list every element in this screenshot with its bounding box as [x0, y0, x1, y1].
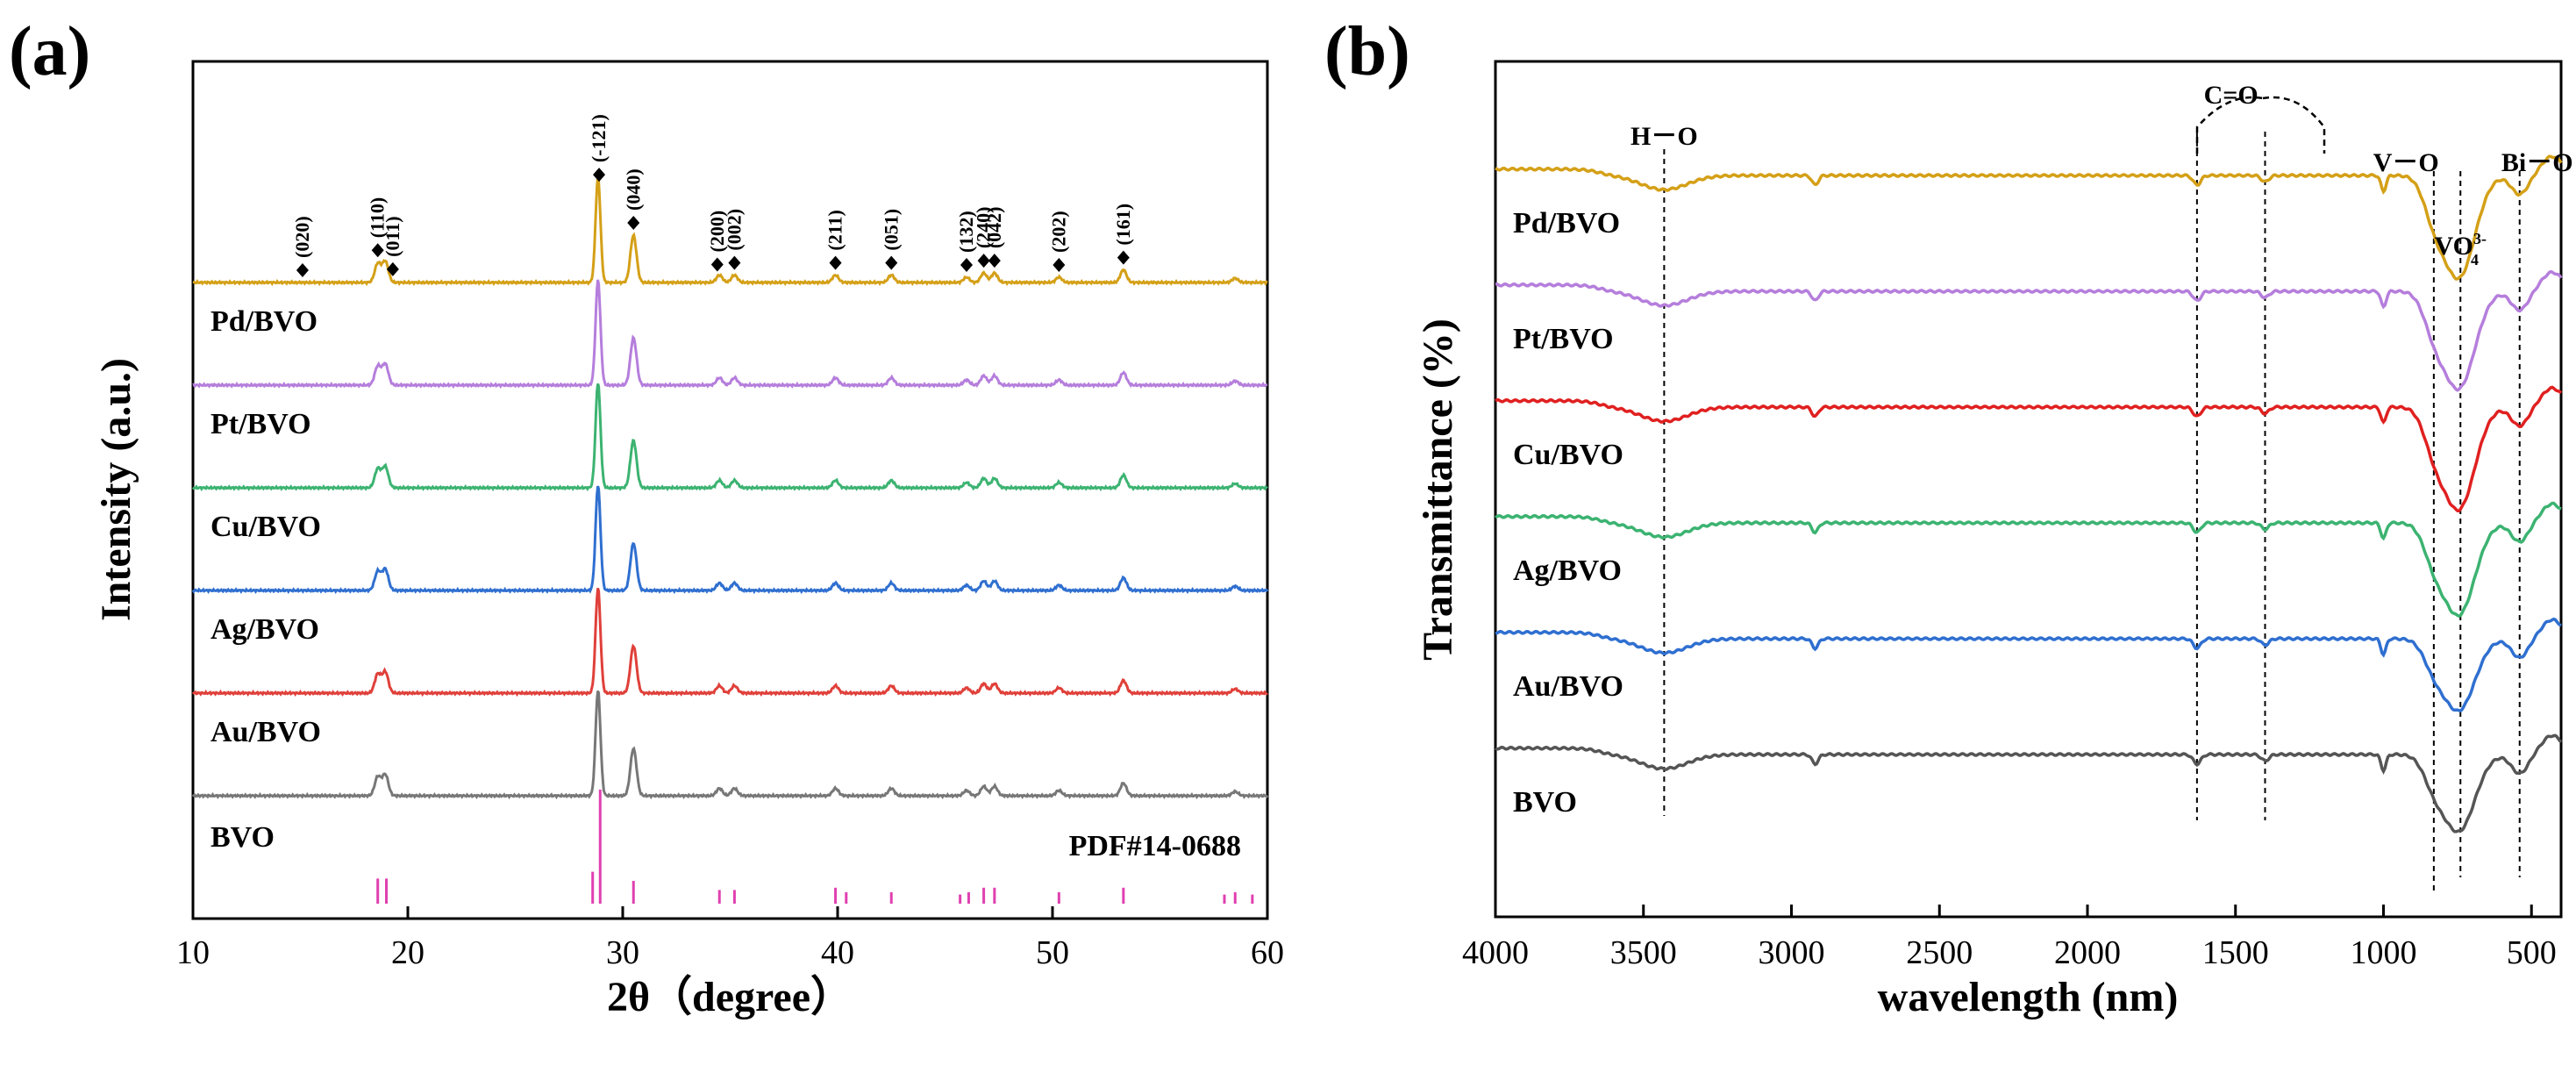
xrd-peak-markers: (020) (110)(011) (-121) (040) (200)(002) (211…	[291, 114, 1134, 277]
xrd-curve	[192, 279, 1268, 390]
xrd-x-tick-labels: 10 20 30 40 50 60	[176, 934, 1284, 971]
xrd-x-tick-label: 10	[176, 934, 210, 971]
peak-marker	[296, 263, 309, 277]
ftir-panel: (b) 4000 3500 3000 2500 2000 1500 1000 500 Pd/B…	[1324, 13, 2573, 1020]
xrd-series-label: Cu/BVO	[211, 511, 321, 543]
ftir-curve	[1495, 154, 2563, 281]
peak-index-label: (161)	[1112, 204, 1134, 246]
xrd-reference-pattern	[376, 790, 1254, 904]
xrd-curve	[192, 176, 1268, 287]
xrd-series-label: Ag/BVO	[211, 613, 319, 646]
ftir-curve	[1495, 269, 2563, 392]
xrd-curve	[191, 383, 1268, 492]
peak-marker	[885, 255, 898, 270]
peak-marker	[386, 261, 399, 276]
band-annotation: Bi－O	[2501, 148, 2573, 177]
peak-index-label: (042)	[983, 207, 1005, 249]
ftir-curve	[1495, 385, 2563, 513]
ftir-x-tick-label: 3500	[1610, 934, 1677, 971]
ftir-curve	[1495, 617, 2562, 712]
band-annotation: H－O	[1631, 122, 1698, 151]
ftir-series-label: Cu/BVO	[1513, 439, 1623, 471]
ftir-curve	[1495, 733, 2563, 833]
peak-index-label: (132)	[955, 211, 977, 253]
peak-marker	[371, 243, 384, 258]
ftir-x-axis-title: wavelength (nm)	[1878, 974, 2179, 1020]
ftir-x-tick-label: 3000	[1759, 934, 1825, 971]
xrd-curves	[191, 176, 1269, 800]
peak-marker	[627, 216, 640, 230]
xrd-series-label: Au/BVO	[211, 716, 321, 748]
xrd-curve	[191, 485, 1269, 595]
ftir-series-label: BVO	[1513, 786, 1577, 819]
band-annotation: VO3-4	[2435, 230, 2487, 268]
ftir-y-axis-title: Transmittance (%)	[1415, 318, 1461, 661]
ftir-x-tick-labels: 4000 3500 3000 2500 2000 1500 1000 500	[1462, 934, 2557, 971]
peak-index-label: (-121)	[588, 114, 610, 162]
ftir-plot-frame	[1494, 60, 2563, 919]
peak-index-label: (051)	[880, 209, 902, 251]
peak-index-label: (011)	[382, 216, 403, 256]
peak-marker	[728, 255, 741, 270]
peak-marker	[593, 168, 606, 182]
xrd-series-label: Pt/BVO	[211, 408, 311, 440]
peak-index-label: (002)	[723, 209, 745, 251]
ftir-series-label: Pt/BVO	[1513, 323, 1614, 355]
xrd-curve	[191, 690, 1269, 800]
xrd-panel: (a) 10 20 30 40 50 60 (020) (110)(011)(-121)(0…	[9, 13, 1284, 1020]
peak-marker	[960, 258, 973, 272]
xrd-x-tick-label: 30	[606, 934, 639, 971]
co-bracket-right	[2262, 96, 2326, 154]
xrd-y-axis-title: Intensity (a.u.)	[93, 358, 139, 621]
xrd-x-tick-label: 50	[1036, 934, 1069, 971]
ftir-x-tick-label: 2500	[1906, 934, 1973, 971]
peak-index-label: (040)	[622, 168, 644, 211]
peak-index-label: (200)	[706, 211, 728, 253]
xrd-x-tick-label: 60	[1251, 934, 1284, 971]
band-annotation: V－O	[2373, 148, 2439, 177]
ftir-x-tick-label: 500	[2507, 934, 2557, 971]
peak-marker	[977, 254, 990, 268]
xrd-series-label: BVO	[211, 821, 275, 854]
peak-index-label: (020)	[291, 216, 313, 258]
co-bracket-left	[2195, 96, 2264, 154]
panel-b-letter: (b)	[1324, 13, 1410, 90]
xrd-series-labels: Pd/BVO Pt/BVO Cu/BVO Ag/BVO Au/BVO BVO	[211, 305, 321, 854]
ftir-x-tick-label: 2000	[2054, 934, 2121, 971]
peak-index-label: (110)	[367, 197, 389, 238]
peak-marker	[829, 255, 842, 270]
ftir-x-tick-label: 1500	[2202, 934, 2269, 971]
xrd-plot-frame	[191, 60, 1269, 920]
ftir-series-label: Pd/BVO	[1513, 207, 1620, 240]
ftir-series-label: Ag/BVO	[1513, 554, 1622, 587]
ftir-curve	[1495, 501, 2562, 619]
peak-marker	[710, 257, 724, 272]
ftir-series-labels: Pd/BVO Pt/BVO Cu/BVO Ag/BVO Au/BVO BVO	[1513, 207, 1623, 819]
ftir-series-label: Au/BVO	[1513, 670, 1623, 703]
peak-index-label: (202)	[1047, 211, 1069, 253]
xrd-series-label: Pd/BVO	[211, 305, 318, 338]
xrd-curve	[191, 587, 1268, 697]
ftir-x-ticks	[1494, 905, 2533, 917]
ftir-x-tick-label: 1000	[2351, 934, 2417, 971]
peak-index-label: (240)	[973, 207, 995, 249]
peak-marker	[988, 254, 1001, 268]
peak-marker	[1117, 250, 1130, 265]
ftir-band-annotations: H－O C=O V－O VO3-4 Bi－O	[1631, 81, 2573, 268]
peak-marker	[1053, 258, 1066, 272]
ftir-curves	[1495, 154, 2563, 833]
reference-label: PDF#14-0688	[1069, 830, 1241, 862]
xrd-x-axis-title: 2θ（degree）	[607, 974, 853, 1020]
ftir-x-tick-label: 4000	[1462, 934, 1529, 971]
xrd-x-ticks	[191, 906, 1269, 919]
band-annotation: C=O	[2204, 81, 2258, 110]
ftir-guide-lines	[1663, 132, 2521, 895]
xrd-x-tick-label: 40	[821, 934, 854, 971]
xrd-x-tick-label: 20	[391, 934, 425, 971]
panel-a-letter: (a)	[9, 13, 90, 90]
peak-index-label: (211)	[824, 210, 846, 250]
